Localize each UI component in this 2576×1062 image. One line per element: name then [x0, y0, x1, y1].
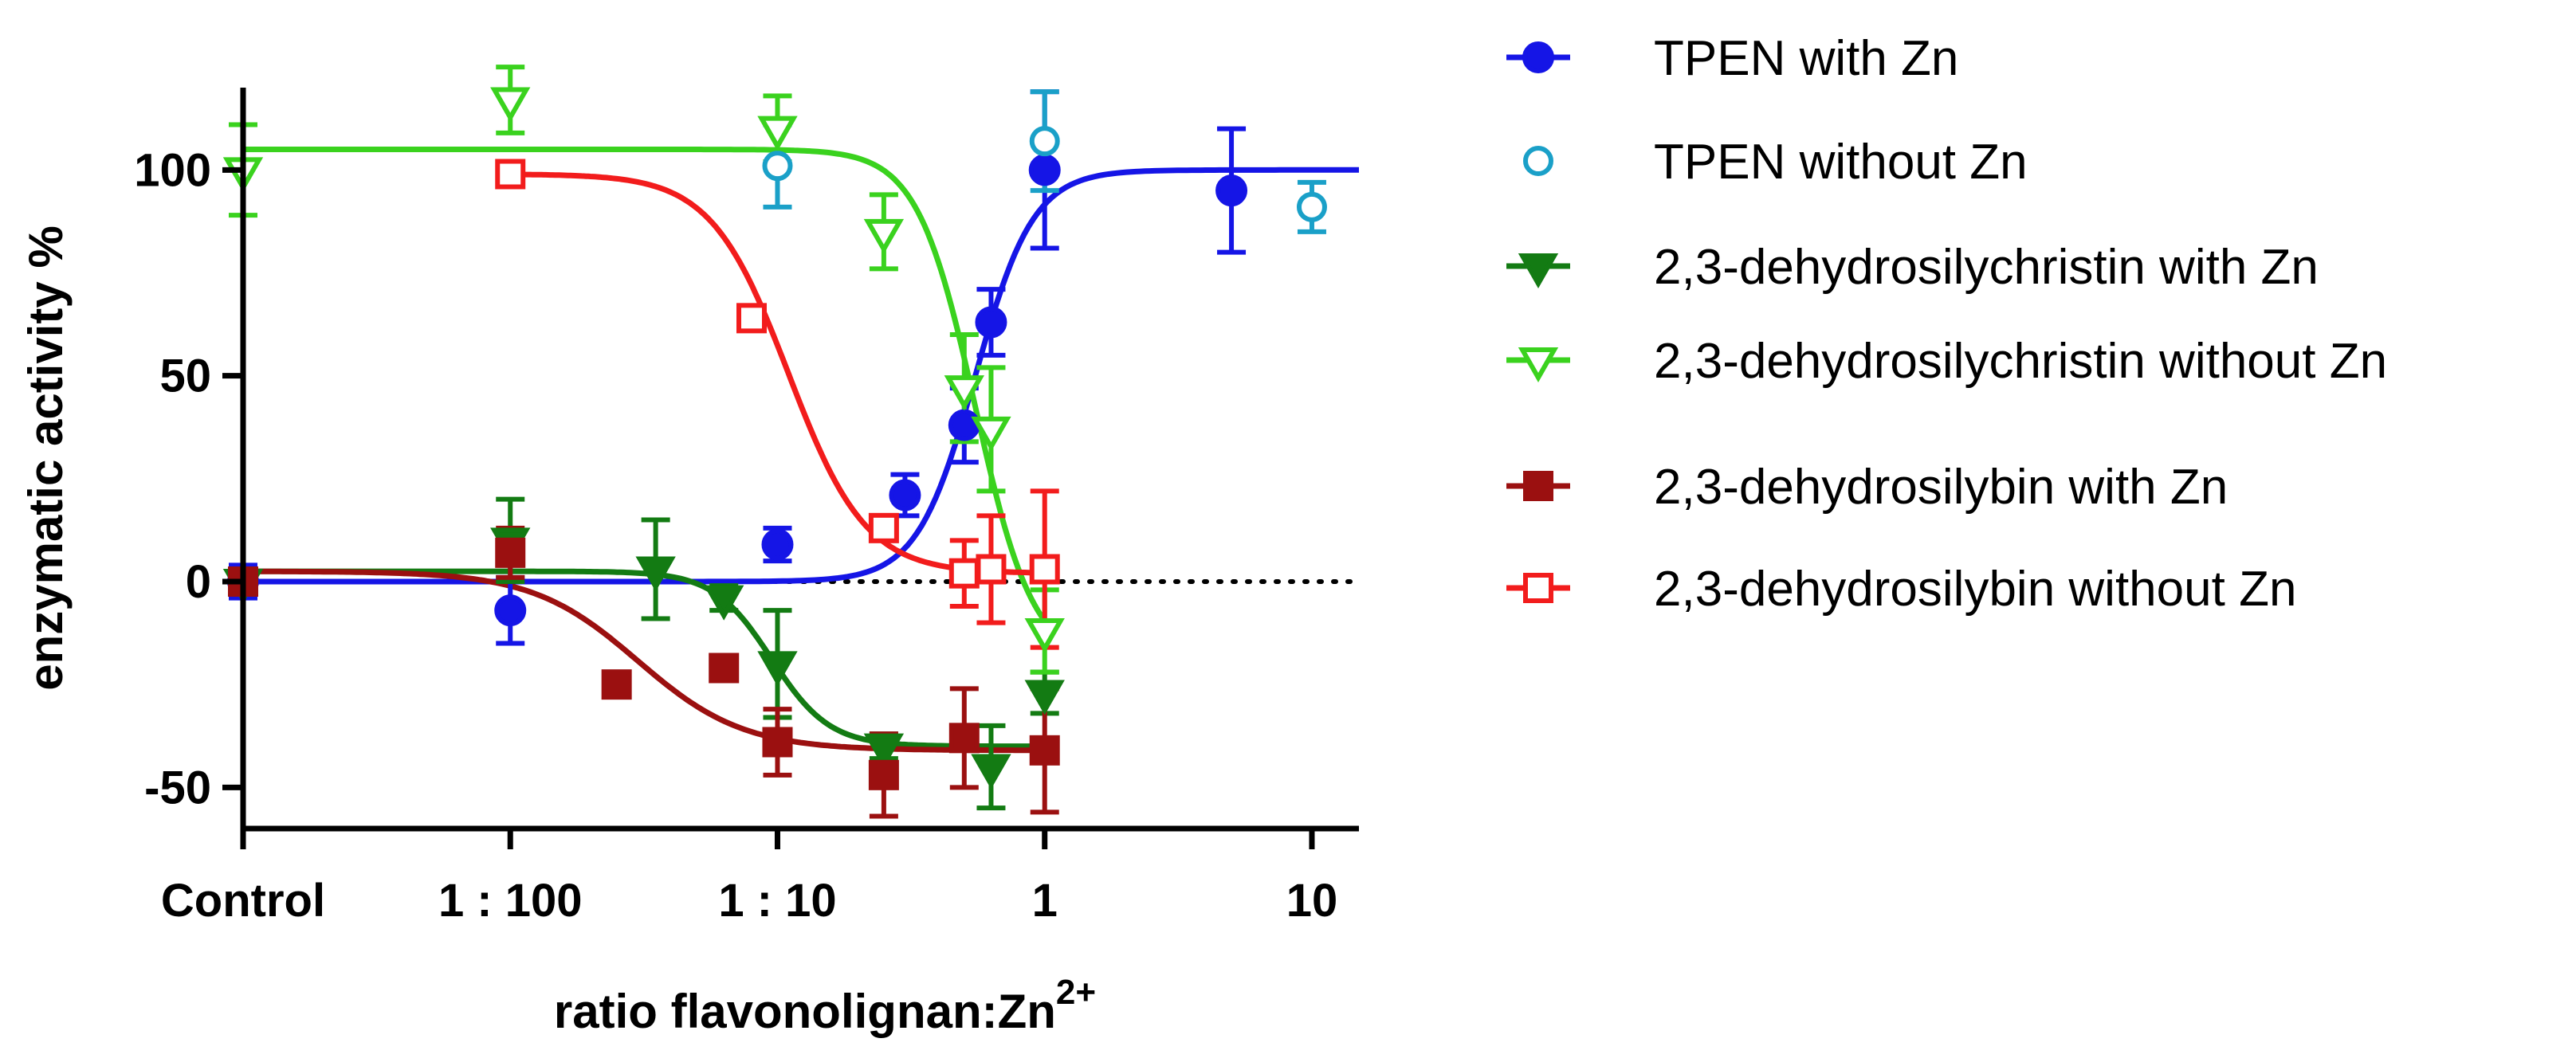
fit-curve [243, 568, 1045, 754]
legend-label: 2,3-dehydrosilychristin without Zn [1654, 334, 2387, 389]
y-tick-label: 50 [159, 351, 211, 402]
data-point [757, 116, 798, 151]
legend-marker [1523, 471, 1553, 501]
data-point [1024, 680, 1065, 715]
data-point [762, 151, 793, 182]
data-point [975, 306, 1007, 339]
data-point [1024, 618, 1065, 654]
data-point [601, 669, 632, 700]
x-axis-title-main: ratio flavonolignan:Zn [554, 985, 1056, 1038]
data-point [490, 87, 531, 123]
data-point [863, 218, 905, 254]
data-point [762, 727, 793, 758]
data-point [948, 558, 980, 589]
data-point [863, 733, 905, 769]
legend-label: TPEN with Zn [1654, 31, 1958, 86]
y-tick-label: -50 [144, 762, 211, 813]
legend: TPEN with Zn TPEN without Zn 2,3-dehydrosi… [1506, 31, 2387, 617]
legend-item: 2,3-dehydrosilybin without Zn [1506, 562, 2296, 617]
x-axis-title-superscript: 2+ [1056, 973, 1096, 1012]
data-point [944, 375, 984, 411]
data-point [971, 416, 1011, 452]
x-tick-label: 1 : 100 [438, 875, 583, 927]
data-point [494, 594, 527, 627]
legend-marker [1523, 146, 1553, 176]
data-point [757, 651, 798, 687]
x-tick-label: Control [161, 875, 325, 927]
data-point [868, 512, 899, 543]
data-point [1296, 191, 1327, 222]
data-point [736, 303, 767, 334]
data-point [1215, 174, 1248, 207]
y-tick-label: 100 [134, 144, 211, 196]
data-point [889, 479, 921, 511]
legend-marker [1518, 253, 1559, 289]
plot-area [222, 65, 1361, 819]
data-point [635, 556, 676, 592]
legend-item: TPEN without Zn [1523, 135, 2028, 190]
data-point [1029, 554, 1060, 585]
fit-curve [243, 568, 1045, 750]
x-tick-label: 1 : 10 [718, 875, 836, 927]
legend-label: TPEN without Zn [1654, 135, 2028, 190]
legend-marker [1522, 41, 1554, 73]
data-point [709, 652, 740, 684]
data-point [948, 723, 980, 754]
fit-curve [243, 167, 1359, 585]
data-point [1029, 126, 1060, 157]
x-tick-label: 10 [1286, 875, 1338, 927]
data-point [1029, 735, 1060, 766]
y-axis-title: enzymatic activity % [19, 225, 73, 691]
fit-curve [243, 147, 1047, 623]
legend-item: 2,3-dehydrosilybin with Zn [1506, 460, 2228, 515]
data-point [976, 554, 1007, 585]
axes: enzymatic activity % ratio flavonolignan… [19, 88, 1359, 1038]
legend-label: 2,3-dehydrosilychristin with Zn [1654, 240, 2319, 295]
x-tick-label: 1 [1032, 875, 1058, 927]
x-axis-title: ratio flavonolignan:Zn2+ [554, 973, 1096, 1038]
data-point [868, 759, 899, 790]
legend-label: 2,3-dehydrosilybin without Zn [1654, 562, 2296, 617]
y-tick-label: 0 [186, 556, 211, 608]
data-point [971, 754, 1011, 790]
legend-item: 2,3-dehydrosilychristin without Zn [1506, 334, 2387, 389]
data-point [948, 409, 980, 441]
data-point [495, 159, 526, 190]
legend-item: 2,3-dehydrosilychristin with Zn [1506, 240, 2319, 295]
data-point [704, 585, 744, 621]
legend-label: 2,3-dehydrosilybin with Zn [1654, 460, 2228, 515]
data-point [761, 528, 794, 561]
legend-marker [1518, 347, 1559, 383]
data-point [495, 537, 526, 568]
legend-item: TPEN with Zn [1506, 31, 1958, 86]
data-point [1028, 154, 1061, 186]
legend-marker [1523, 573, 1553, 603]
